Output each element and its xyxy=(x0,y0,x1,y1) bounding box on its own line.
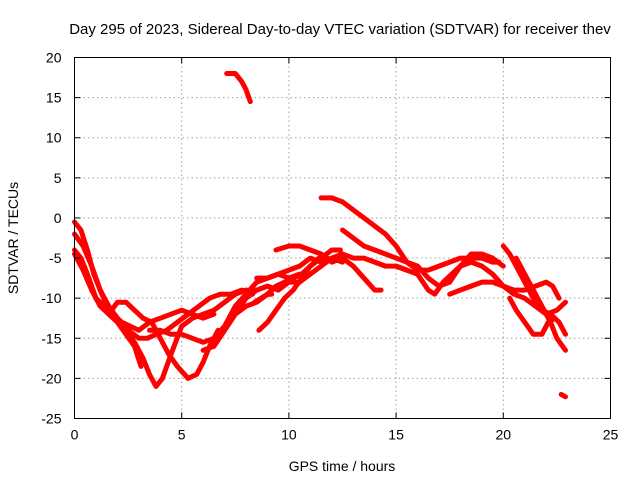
grid xyxy=(74,57,611,419)
series-arc-5 xyxy=(97,299,221,381)
series-arc-21 xyxy=(558,391,568,400)
y-tick-label: 20 xyxy=(46,50,62,66)
axes: 0 5 10 15 20 25 -25 -20 -15 -10 -5 0 5 10 15 20 xyxy=(41,50,618,443)
y-tick-label: -20 xyxy=(41,370,61,386)
y-tick-label: -10 xyxy=(41,290,61,306)
series-arc-12 xyxy=(256,255,330,333)
series-arc-11 xyxy=(232,291,275,317)
series-arc-16 xyxy=(447,279,562,301)
series-arc-8 xyxy=(254,251,410,281)
y-tick-label: 15 xyxy=(46,90,62,106)
series-arc-20 xyxy=(224,71,253,105)
series-group xyxy=(72,71,568,400)
x-tick-label: 25 xyxy=(603,427,619,443)
x-tick-label: 0 xyxy=(71,427,79,443)
plot-frame xyxy=(74,57,611,419)
x-tick-label: 15 xyxy=(388,427,404,443)
series-arc-14 xyxy=(340,227,506,289)
chart-title: Day 295 of 2023, Sidereal Day-to-day VTE… xyxy=(69,21,611,38)
series-arc-19 xyxy=(513,255,568,353)
y-tick-label: -25 xyxy=(41,411,61,427)
x-tick-label: 10 xyxy=(281,427,297,443)
x-tick-label: 5 xyxy=(178,427,186,443)
x-axis-label: GPS time / hours xyxy=(289,458,396,474)
y-tick-label: -15 xyxy=(41,330,61,346)
series-arc-10 xyxy=(252,247,343,305)
y-tick-label: -5 xyxy=(49,250,62,266)
x-tick-label: 20 xyxy=(496,427,512,443)
y-tick-label: 5 xyxy=(54,170,62,186)
y-axis-label: SDTVAR / TECUs xyxy=(5,182,21,294)
y-tick-label: 10 xyxy=(46,130,62,146)
series-arc-9 xyxy=(273,243,384,293)
y-tick-label: 0 xyxy=(54,210,62,226)
